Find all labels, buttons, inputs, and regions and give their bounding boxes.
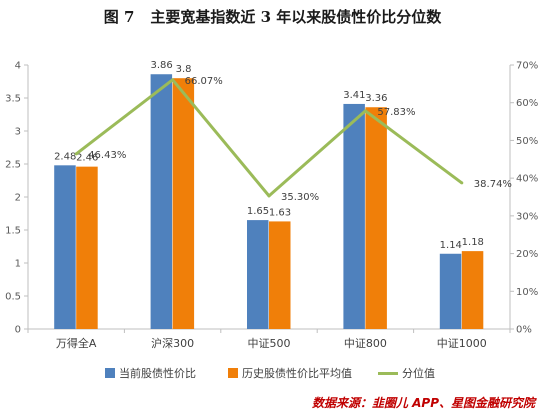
y-tick-label: 4 (15, 61, 21, 72)
bar-historical-avg-label: 2.46 (76, 153, 98, 164)
y-tick-label: 3.5 (5, 94, 21, 105)
x-tick-label: 沪深300 (151, 336, 194, 350)
y-tick-label: 2 (15, 193, 21, 204)
y2-tick-label: 0% (516, 325, 532, 336)
bar-historical-avg (76, 166, 98, 329)
legend-item-historical-avg: 历史股债性价比平均值 (228, 366, 352, 380)
line-point-label: 66.07% (185, 76, 223, 87)
y2-tick-label: 50% (516, 136, 538, 147)
line-point-label: 38.74% (474, 179, 512, 190)
bar-current-label: 1.14 (440, 240, 462, 251)
y2-tick-label: 40% (516, 174, 538, 185)
legend-swatch-current (105, 368, 115, 378)
bar-current (247, 220, 269, 329)
bar-current (343, 103, 365, 329)
legend-label-percentile: 分位值 (402, 367, 435, 380)
y2-tick-label: 60% (516, 98, 538, 109)
bar-historical-avg (365, 107, 387, 330)
figure-title: 主要宽基指数近 3 年以来股债性价比分位数 (150, 7, 442, 26)
bar-current (439, 253, 462, 329)
y-tick-label: 0.5 (5, 292, 21, 303)
y-tick-label: 0 (15, 325, 21, 336)
y2-tick-label: 20% (516, 249, 538, 260)
bar-historical-avg-label: 1.63 (269, 207, 291, 218)
y2-tick-label: 30% (516, 211, 538, 222)
line-point-percentile (363, 109, 367, 113)
line-point-label: 46.43% (88, 150, 126, 161)
x-tick-label: 中证500 (248, 337, 291, 350)
line-point-label: 57.83% (377, 107, 415, 118)
x-tick-label: 万得全A (56, 336, 97, 350)
bar-current-label: 3.41 (343, 90, 365, 101)
legend-swatch-percentile (378, 371, 398, 375)
line-point-percentile (267, 194, 271, 198)
legend-label-historical-avg: 历史股债性价比平均值 (242, 367, 352, 380)
x-tick-label: 中证1000 (437, 337, 487, 350)
y-tick-label: 2.5 (5, 160, 21, 171)
bar-historical-avg-label: 1.18 (462, 237, 484, 248)
legend-item-percentile: 分位值 (378, 366, 435, 380)
bar-current-label: 2.48 (54, 151, 76, 162)
line-point-label: 35.30% (281, 192, 319, 203)
y2-tick-label: 10% (516, 287, 538, 298)
figure-label: 图 7 (103, 7, 135, 26)
bar-current-label: 3.86 (150, 60, 172, 71)
y-tick-label: 1 (15, 259, 21, 270)
bar-current (150, 74, 173, 330)
y-tick-label: 1.5 (5, 226, 21, 237)
bar-historical-avg-label: 3.8 (176, 64, 192, 75)
legend-label-current: 当前股债性价比 (119, 367, 196, 380)
x-tick-label: 中证800 (344, 337, 387, 350)
line-point-percentile (171, 78, 175, 82)
line-point-percentile (460, 181, 464, 185)
y-tick-label: 3 (15, 127, 21, 138)
source-note: 数据来源：韭圈儿 APP、星图金融研究院 (311, 396, 535, 410)
bar-historical-avg (461, 251, 484, 329)
legend-item-current: 当前股债性价比 (105, 366, 196, 380)
y2-tick-label: 70% (516, 61, 538, 72)
chart-title: 图 7 主要宽基指数近 3 年以来股债性价比分位数 (0, 5, 545, 27)
bar-current-label: 1.65 (247, 206, 269, 217)
line-point-percentile (74, 152, 78, 156)
legend-swatch-historical-avg (228, 368, 238, 378)
bar-historical-avg-label: 3.36 (365, 93, 387, 104)
bar-historical-avg (269, 221, 291, 329)
line-percentile (75, 78, 463, 198)
bar-historical-avg (172, 78, 195, 329)
bar-current (54, 165, 76, 329)
